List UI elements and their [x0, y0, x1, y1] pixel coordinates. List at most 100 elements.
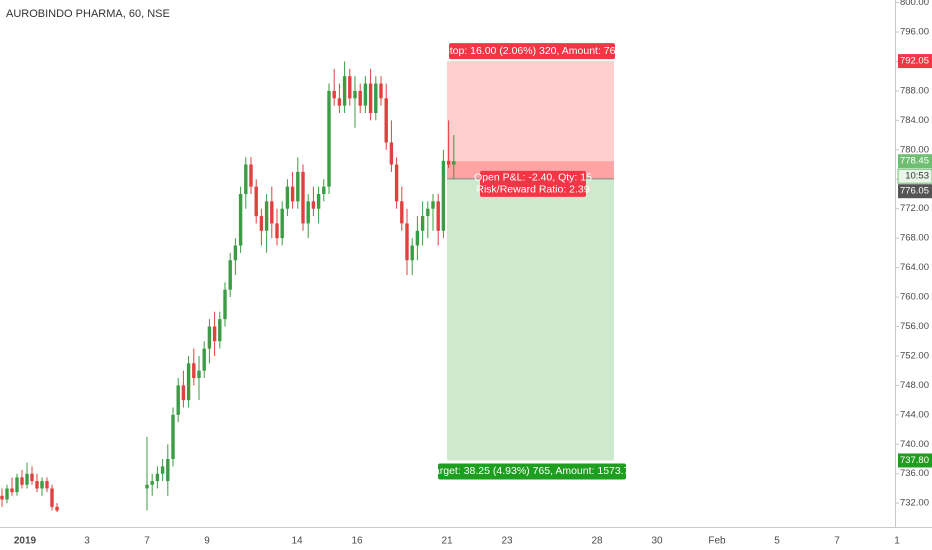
candle-body [446, 160, 451, 165]
candle-body [353, 90, 357, 99]
y-tick-label: 748.00 [900, 380, 929, 391]
candle-body [280, 208, 284, 239]
x-tick-label: 16 [351, 536, 363, 547]
countdown-label: 10:53 [905, 171, 929, 182]
price-badge-label: 792.05 [900, 56, 929, 67]
price-badge-label: 778.45 [900, 156, 929, 167]
candle-body [431, 201, 435, 209]
candle-body [363, 83, 368, 106]
candle-body [342, 76, 347, 106]
label-box [449, 43, 615, 60]
candle-body [322, 186, 326, 194]
candle-body [228, 260, 232, 290]
candle-body [426, 208, 430, 217]
x-tick-label: 1 [894, 536, 900, 547]
candle-body [301, 171, 305, 224]
candle-body [296, 171, 300, 202]
candle-body [348, 76, 352, 99]
candle-body [40, 481, 44, 489]
candle-body [45, 481, 49, 489]
candle-body [285, 186, 290, 209]
y-tick-label: 756.00 [900, 321, 929, 332]
candle-body [25, 473, 29, 485]
x-tick-label: 2019 [14, 536, 37, 547]
x-tick-label: 28 [591, 536, 603, 547]
x-tick-label: 5 [774, 536, 780, 547]
candle-body [275, 223, 279, 239]
price-badge [898, 154, 932, 169]
candle-body [176, 385, 180, 415]
candle-body [244, 164, 248, 194]
price-badge [898, 184, 932, 199]
target-zone [447, 178, 614, 461]
candle-body [35, 481, 39, 489]
candle-body [358, 90, 362, 106]
x-tick-label: 30 [651, 536, 663, 547]
candle-body [332, 90, 336, 99]
y-tick-label: 736.00 [900, 468, 929, 479]
candle-body [155, 473, 160, 482]
candle-body [166, 458, 170, 482]
y-tick-label: 772.00 [900, 203, 929, 214]
price-badge [898, 54, 932, 69]
candle-body [400, 201, 404, 224]
candle-body [207, 326, 212, 349]
y-tick-label: 752.00 [900, 350, 929, 361]
candle-body [415, 230, 420, 246]
x-tick-label: 7 [834, 536, 840, 547]
candle-body [420, 216, 425, 231]
candle-body [10, 488, 14, 493]
candle-body [316, 193, 321, 209]
candle-body [254, 186, 258, 217]
candle-body [405, 223, 409, 261]
price-badge [898, 453, 932, 468]
candle-body [30, 473, 34, 482]
chart-title: AUROBINDO PHARMA, 60, NSE [6, 8, 170, 20]
y-tick-label: 768.00 [900, 233, 929, 244]
candle-body [5, 488, 9, 500]
x-tick-label: 9 [204, 536, 210, 547]
y-tick-label: 764.00 [900, 262, 929, 273]
candle-body [306, 201, 310, 224]
candle-body [192, 363, 196, 379]
candle-body [249, 164, 253, 187]
candle-body [171, 414, 175, 459]
candle-body [379, 83, 383, 99]
y-tick-label: 800.00 [900, 0, 929, 8]
price-badge-label: 776.05 [900, 186, 929, 197]
x-tick-label: 7 [144, 536, 150, 547]
candle-body [238, 193, 243, 246]
candle-body [384, 98, 388, 143]
candle-body [186, 363, 191, 401]
y-tick-label: 760.00 [900, 292, 929, 303]
x-tick-label: Feb [708, 536, 726, 547]
candle-body [374, 83, 378, 114]
candle-body [337, 98, 342, 106]
candle-body [181, 385, 186, 401]
candle-body [20, 477, 24, 485]
x-tick-label: 21 [441, 536, 453, 547]
y-tick-label: 780.00 [900, 144, 929, 155]
x-tick-label: 3 [84, 536, 90, 547]
candle-body [212, 326, 217, 342]
candle-body [368, 83, 373, 114]
y-tick-label: 740.00 [900, 439, 929, 450]
candle-body [270, 201, 274, 224]
candle-body [290, 186, 295, 202]
pnl-text: Open P&L: -2.40, Qty: 15 [474, 172, 592, 184]
candle-body [202, 348, 206, 371]
candle-body [150, 481, 154, 485]
x-tick-label: 14 [291, 536, 303, 547]
candle-body [160, 466, 165, 474]
y-tick-label: 732.00 [900, 498, 929, 509]
price-badge-label: 737.80 [900, 455, 929, 466]
label-box [438, 463, 626, 480]
candle-body [441, 160, 446, 231]
candle-body [259, 216, 264, 231]
pnl-box [480, 170, 586, 197]
countdown-badge [897, 168, 932, 184]
candle-body [410, 245, 414, 261]
candle-body [218, 319, 222, 342]
candle-body [394, 164, 399, 202]
